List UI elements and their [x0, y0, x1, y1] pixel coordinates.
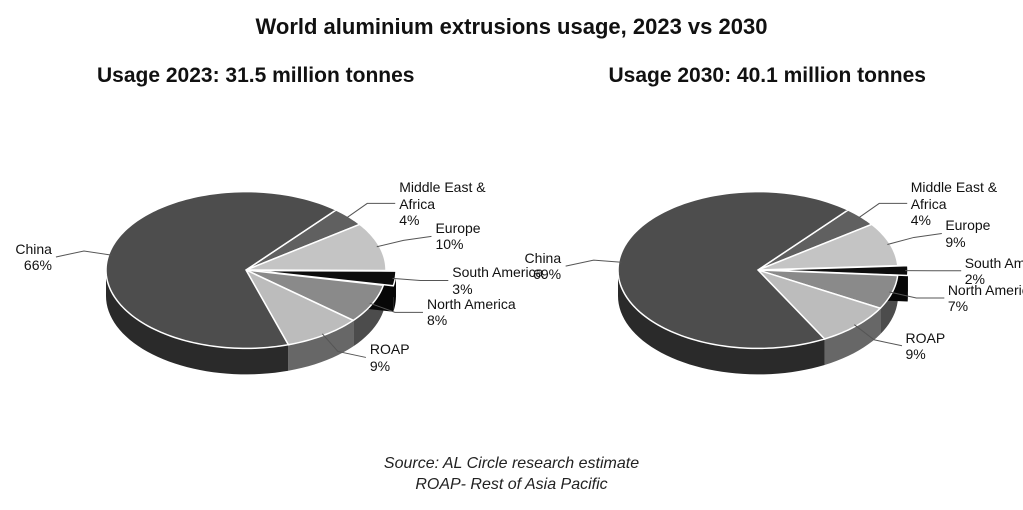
source-line-2: ROAP- Rest of Asia Pacific	[0, 474, 1023, 496]
chart-panel-2023: Usage 2023: 31.5 million tonnes Middle E…	[0, 60, 512, 440]
panel-title-2023: Usage 2023: 31.5 million tonnes	[0, 64, 512, 88]
main-title: World aluminium extrusions usage, 2023 v…	[0, 14, 1023, 40]
source-footer: Source: AL Circle research estimate ROAP…	[0, 453, 1023, 496]
chart-panel-2030: Usage 2030: 40.1 million tonnes Middle E…	[512, 60, 1023, 440]
pie-svg	[512, 120, 1023, 440]
pie-chart-2023: Middle East &Africa4%Europe10%South Amer…	[0, 120, 512, 440]
pie-svg	[0, 120, 512, 440]
panel-title-2030: Usage 2030: 40.1 million tonnes	[512, 64, 1023, 88]
source-line-1: Source: AL Circle research estimate	[0, 453, 1023, 475]
charts-row: Usage 2023: 31.5 million tonnes Middle E…	[0, 60, 1023, 440]
pie-chart-2030: Middle East &Africa4%Europe9%South Ameri…	[512, 120, 1023, 440]
